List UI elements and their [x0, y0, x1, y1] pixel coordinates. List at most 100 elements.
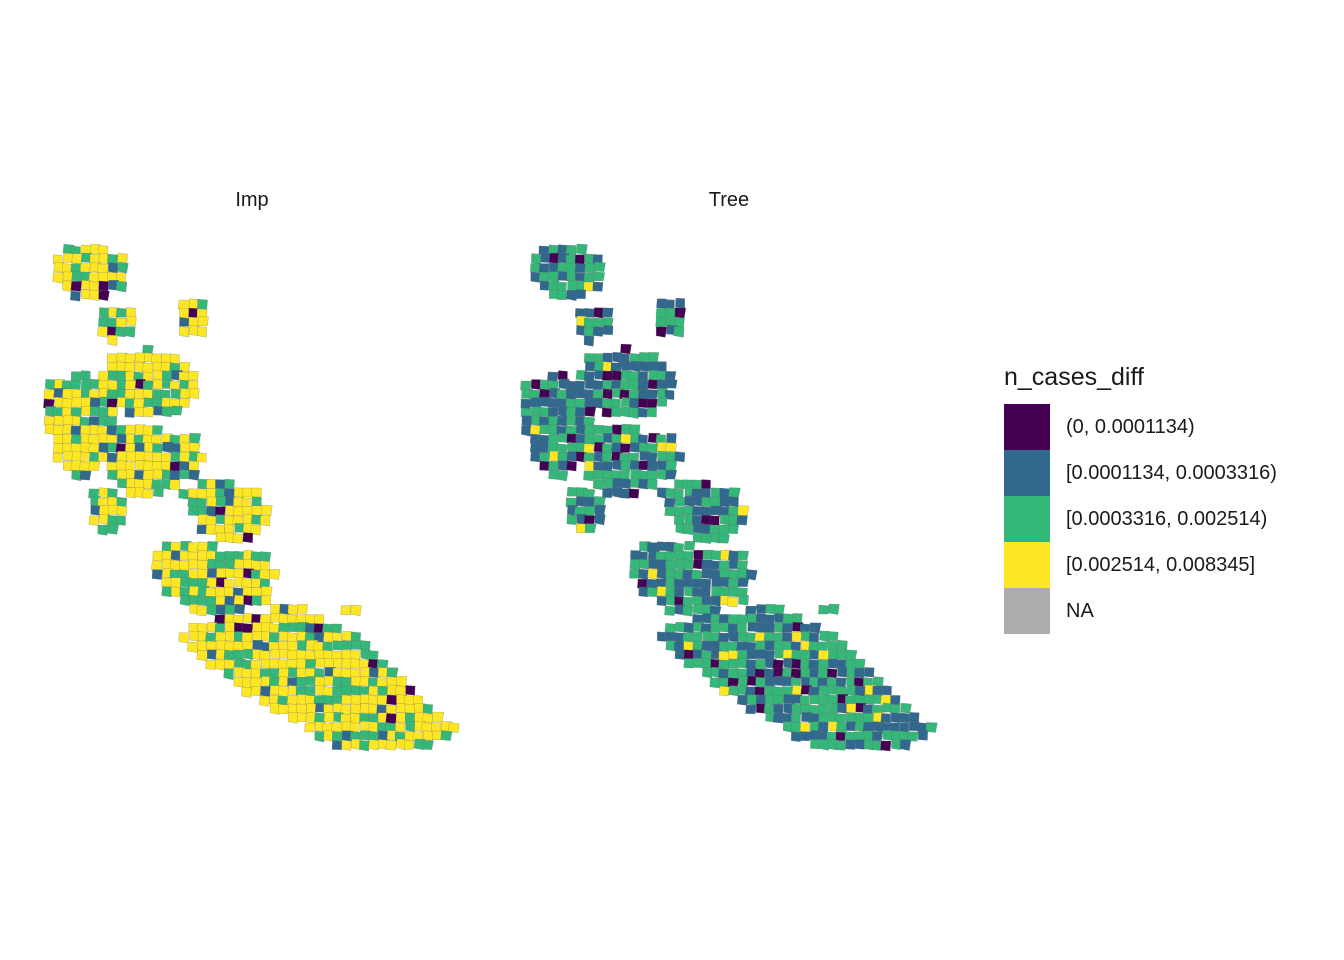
census-tract	[224, 586, 235, 597]
census-tract	[367, 650, 379, 661]
census-tract	[746, 649, 758, 660]
census-tract	[70, 425, 81, 436]
census-tract	[701, 568, 712, 579]
census-tract	[270, 648, 281, 659]
census-tract	[385, 740, 397, 751]
census-tract	[98, 406, 109, 417]
census-tract	[575, 289, 586, 299]
census-tract	[727, 596, 738, 608]
census-tract	[592, 479, 604, 490]
census-tract	[350, 703, 361, 714]
census-tract	[592, 326, 605, 337]
census-tract	[223, 659, 235, 670]
census-tract	[818, 659, 829, 670]
census-tract	[593, 469, 605, 480]
census-tract	[342, 631, 353, 642]
census-tract	[99, 487, 109, 499]
census-tract	[331, 740, 342, 750]
census-tract	[143, 407, 154, 418]
census-tract	[359, 640, 371, 651]
census-tract	[521, 415, 533, 427]
census-tract	[207, 649, 217, 660]
census-tract	[656, 326, 667, 338]
census-tract	[664, 605, 676, 616]
census-tract	[180, 442, 191, 452]
census-tract	[810, 739, 821, 749]
census-tract	[81, 289, 91, 300]
census-tract	[872, 731, 883, 741]
census-tract	[242, 623, 254, 634]
census-tract	[89, 397, 101, 409]
census-tract	[350, 604, 362, 617]
census-tract	[71, 397, 83, 409]
census-tract	[52, 452, 63, 463]
census-tract	[134, 352, 146, 363]
census-tract	[45, 379, 56, 391]
census-tract	[566, 514, 578, 525]
census-tract	[367, 731, 379, 742]
census-tract	[639, 558, 650, 570]
census-tract	[117, 433, 127, 444]
map-panel-imp	[43, 244, 460, 752]
census-tract	[170, 388, 182, 400]
census-tract	[538, 272, 550, 282]
census-tract	[701, 479, 711, 490]
census-tract	[601, 407, 613, 418]
census-tract	[664, 506, 675, 517]
census-tract	[827, 668, 838, 679]
census-tract	[395, 722, 406, 733]
census-tract	[584, 308, 596, 318]
census-tract	[396, 703, 406, 714]
census-tract	[693, 550, 704, 561]
census-tract	[106, 452, 118, 463]
census-tract	[350, 658, 361, 669]
census-tract	[89, 281, 99, 291]
census-tract	[710, 613, 722, 624]
census-tract	[745, 659, 757, 670]
census-tract	[359, 740, 371, 752]
census-tract	[422, 740, 434, 750]
census-tract	[197, 568, 208, 580]
census-tract	[637, 371, 648, 382]
census-tract	[611, 407, 623, 417]
census-tract	[342, 640, 354, 650]
census-tract	[925, 722, 938, 733]
census-tract	[196, 650, 209, 662]
census-tract	[602, 398, 614, 409]
census-tract	[350, 668, 361, 678]
census-tract	[260, 551, 272, 563]
census-tract	[234, 603, 246, 615]
census-tract	[737, 577, 749, 587]
census-tract	[620, 478, 631, 489]
census-tract	[530, 406, 541, 417]
census-tract	[134, 470, 145, 480]
census-tract	[152, 379, 163, 390]
census-tract	[539, 379, 550, 391]
census-tract	[421, 722, 434, 732]
census-tract	[621, 361, 633, 371]
census-tract	[151, 353, 162, 364]
census-tract	[269, 569, 281, 580]
census-tract	[727, 524, 739, 534]
census-tract	[232, 533, 245, 544]
census-tract	[115, 307, 127, 318]
census-tract	[70, 281, 82, 292]
census-tract	[243, 648, 254, 660]
census-tract	[601, 461, 614, 472]
census-tract	[151, 560, 163, 571]
census-tract	[737, 694, 749, 706]
census-tract	[115, 515, 126, 526]
census-tract	[566, 289, 579, 301]
census-tract	[71, 469, 82, 481]
census-tract	[259, 650, 271, 660]
census-tract	[259, 560, 270, 572]
census-tract	[583, 515, 596, 525]
census-tract	[331, 731, 343, 742]
census-tract	[917, 730, 928, 741]
census-tract	[755, 659, 767, 671]
census-tract	[647, 389, 659, 400]
census-tract	[692, 559, 704, 570]
census-tract	[152, 469, 164, 480]
census-tract	[666, 307, 676, 319]
census-tract	[296, 677, 308, 689]
